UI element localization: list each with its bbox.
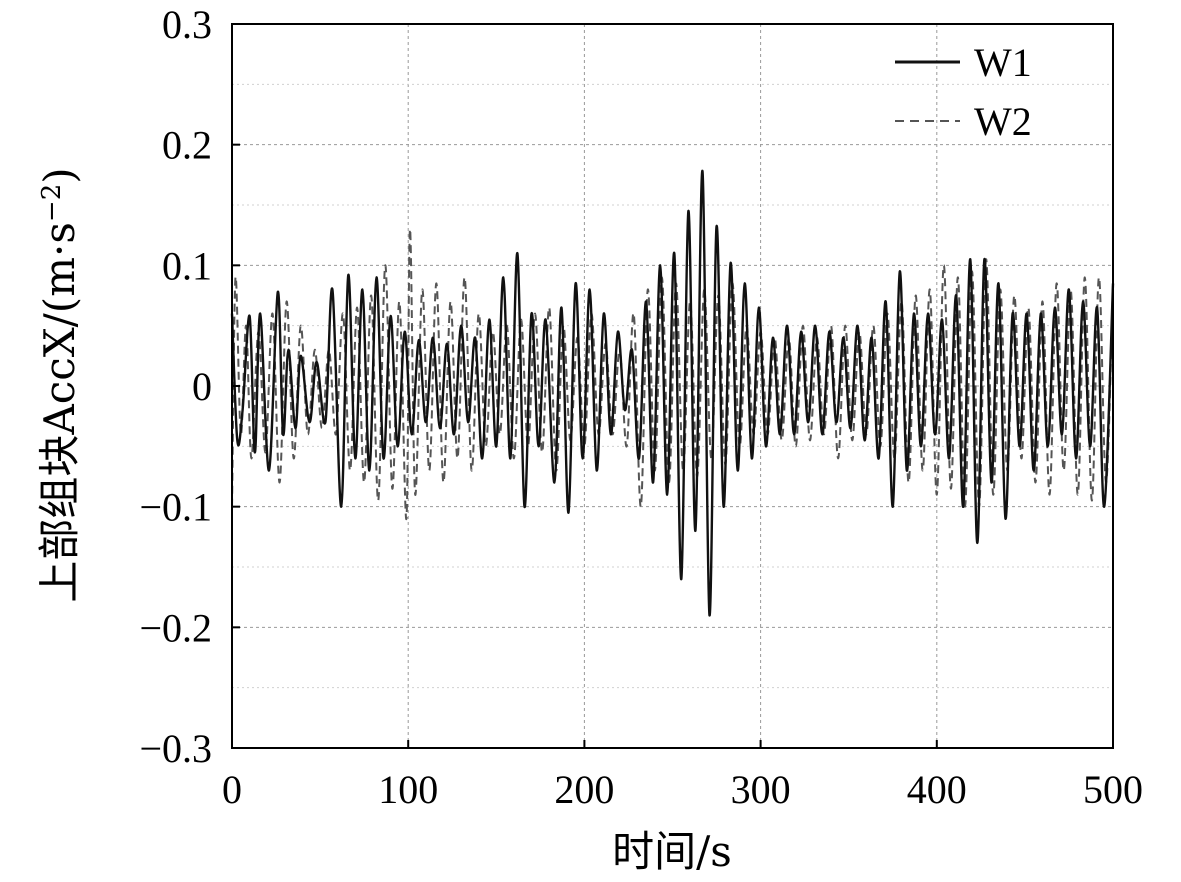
y-tick-label: 0.2 [162, 123, 212, 168]
y-tick-label: −0.1 [139, 485, 212, 530]
y-tick-label: −0.2 [139, 605, 212, 650]
x-tick-label: 300 [731, 767, 791, 812]
x-axis-title: 时间/s [612, 827, 732, 876]
x-tick-label: 500 [1083, 767, 1143, 812]
y-axis-title: 上部组块AccX/(m·s−2) [35, 167, 84, 602]
y-tick-label: 0.1 [162, 243, 212, 288]
y-tick-label: 0.3 [162, 2, 212, 47]
series-line-w1 [230, 169, 1115, 617]
y-tick-label: 0 [192, 364, 212, 409]
series-group [230, 169, 1115, 617]
legend-label-w2: W2 [974, 99, 1032, 144]
legend-label-w1: W1 [974, 40, 1032, 85]
y-tick-label: −0.3 [139, 726, 212, 771]
y-axis-title-main: 上部组块AccX/(m·s [35, 222, 84, 603]
tick-labels: 0 100 200 300 400 500 −0.3 −0.2 −0.1 0 0.1 0.2 0.3 [139, 2, 1143, 812]
legend: W1 W2 [895, 40, 1032, 144]
x-tick-label: 400 [907, 767, 967, 812]
x-tick-label: 100 [378, 767, 438, 812]
y-axis-title-sup: −2 [37, 184, 67, 222]
series-line-w2 [231, 228, 1114, 520]
y-axis-title-close: ) [35, 167, 84, 183]
axis-ticks [231, 23, 1114, 749]
x-tick-label: 0 [222, 767, 242, 812]
x-tick-label: 200 [554, 767, 614, 812]
